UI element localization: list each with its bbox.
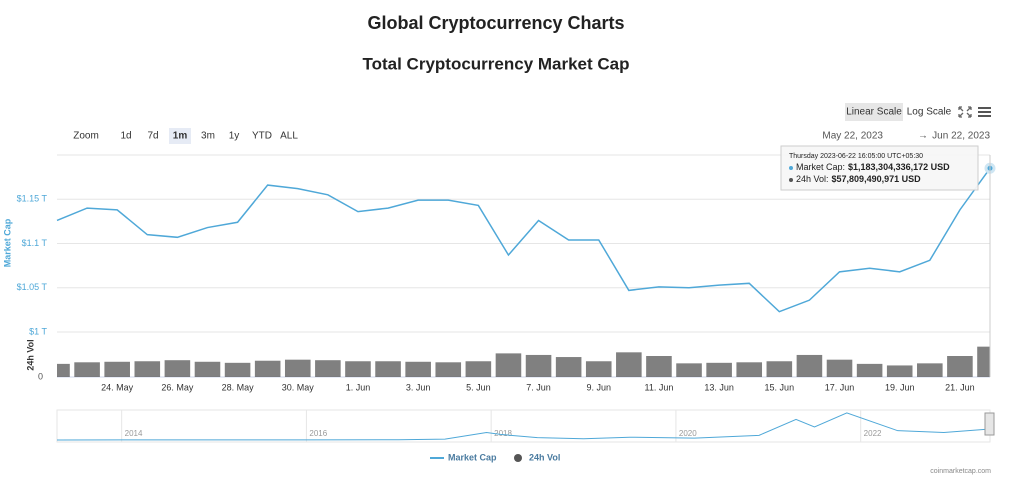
volume-bar (375, 361, 401, 377)
zoom-label: Zoom (73, 131, 99, 142)
volume-bar (706, 362, 732, 377)
date-from[interactable]: May 22, 2023 (822, 131, 883, 142)
date-to[interactable]: Jun 22, 2023 (932, 131, 990, 142)
x-tick-label: 19. Jun (885, 382, 915, 392)
tooltip-dot (789, 166, 793, 170)
x-tick-label: 17. Jun (825, 382, 855, 392)
volume-bar (465, 361, 492, 377)
tooltip-value: $1,183,304,336,172 USD (848, 162, 950, 172)
y-tick-label: $1.05 T (17, 282, 48, 292)
y-axis-title: Market Cap (2, 218, 12, 267)
volume-bar (345, 361, 371, 377)
zoom-button[interactable]: 1d (120, 131, 131, 142)
volume-bar (164, 360, 191, 377)
volume-bar (646, 356, 672, 377)
y-tick-label: $1 T (29, 326, 47, 336)
navigator-line (56, 412, 991, 441)
volume-bar (315, 360, 341, 377)
volume-bar (947, 356, 973, 377)
volume-bar (736, 362, 763, 377)
volume-bar (676, 363, 702, 377)
x-tick-label: 30. May (282, 382, 315, 392)
x-tick-label: 3. Jun (406, 382, 431, 392)
x-tick-label: 21. Jun (945, 382, 975, 392)
volume-bar (616, 352, 642, 377)
legend-label[interactable]: Market Cap (448, 452, 497, 462)
zoom-button[interactable]: 1y (229, 131, 240, 142)
zoom-button[interactable]: ALL (280, 131, 298, 142)
volume-bar (826, 359, 853, 377)
x-tick-label: 28. May (222, 382, 255, 392)
volume-bar (525, 354, 552, 377)
scale-button[interactable]: Linear Scale (846, 107, 902, 118)
tooltip-dot (789, 178, 793, 182)
date-separator: → (918, 131, 928, 142)
zoom-button[interactable]: YTD (252, 131, 272, 142)
volume-bar (977, 346, 990, 377)
tooltip-time: Thursday 2023-06-22 16:05:00 UTC+05:30 (789, 153, 923, 160)
navigator-tick-label: 2018 (494, 429, 512, 438)
volume-bar (194, 361, 221, 377)
y2-tick-label: 0 (38, 371, 43, 381)
y2-axis-title: 24h Vol (25, 339, 35, 370)
zoom-button[interactable]: 3m (201, 131, 215, 142)
zoom-button[interactable]: 7d (147, 131, 158, 142)
volume-bar (284, 359, 311, 377)
volume-bar (766, 361, 793, 377)
fullscreen-icon[interactable] (958, 106, 972, 118)
legend-label[interactable]: 24h Vol (529, 452, 560, 462)
navigator-frame (56, 409, 991, 443)
volume-bar (134, 361, 161, 377)
volume-bar (224, 362, 251, 377)
navigator-tick-label: 2016 (309, 429, 327, 438)
menu-icon[interactable] (978, 107, 991, 117)
volume-bar (555, 357, 582, 377)
x-tick-label: 26. May (161, 382, 194, 392)
tooltip-box (780, 145, 979, 191)
volume-bar (886, 365, 913, 377)
tooltip-row: 24h Vol: $57,809,490,971 USD (796, 174, 921, 184)
x-tick-label: 24. May (101, 382, 134, 392)
volume-bar (585, 361, 612, 377)
volume-bar (74, 362, 100, 377)
volume-bar (435, 362, 462, 377)
scale-button[interactable]: Log Scale (907, 107, 952, 118)
navigator-tick-label: 2020 (679, 429, 697, 438)
x-tick-label: 11. Jun (645, 382, 674, 392)
navigator-tick-label: 2014 (125, 429, 143, 438)
x-tick-label: 1. Jun (346, 382, 371, 392)
tooltip-value: $57,809,490,971 USD (832, 174, 922, 184)
volume-bar (57, 363, 70, 377)
zoom-button-bg (169, 128, 191, 144)
tooltip-label: Market Cap: (796, 162, 845, 172)
x-tick-label: 7. Jun (526, 382, 551, 392)
navigator-handle[interactable] (984, 412, 995, 436)
y-tick-label: $1.15 T (17, 194, 48, 204)
volume-bar (405, 361, 431, 377)
zoom-button[interactable]: 1m (173, 131, 188, 142)
tooltip-label: 24h Vol: (796, 174, 829, 184)
market-cap-line (56, 167, 991, 313)
tooltip-row: Market Cap: $1,183,304,336,172 USD (796, 162, 950, 172)
volume-bar (856, 363, 883, 377)
page-title: Global Cryptocurrency Charts (367, 13, 624, 33)
volume-bar (495, 353, 522, 377)
x-tick-label: 15. Jun (765, 382, 795, 392)
credit: coinmarketcap.com (930, 468, 991, 475)
x-tick-label: 9. Jun (586, 382, 611, 392)
chart-title: Total Cryptocurrency Market Cap (362, 54, 629, 73)
volume-bar (104, 361, 130, 377)
scale-button-bg (845, 103, 903, 121)
x-tick-label: 5. Jun (466, 382, 491, 392)
volume-bar (917, 363, 943, 377)
legend-symbol (514, 454, 522, 462)
navigator-tick-label: 2022 (864, 429, 882, 438)
volume-bar (254, 360, 281, 377)
x-tick-label: 13. Jun (704, 382, 734, 392)
volume-bar (796, 354, 823, 377)
y-tick-label: $1.1 T (22, 238, 48, 248)
